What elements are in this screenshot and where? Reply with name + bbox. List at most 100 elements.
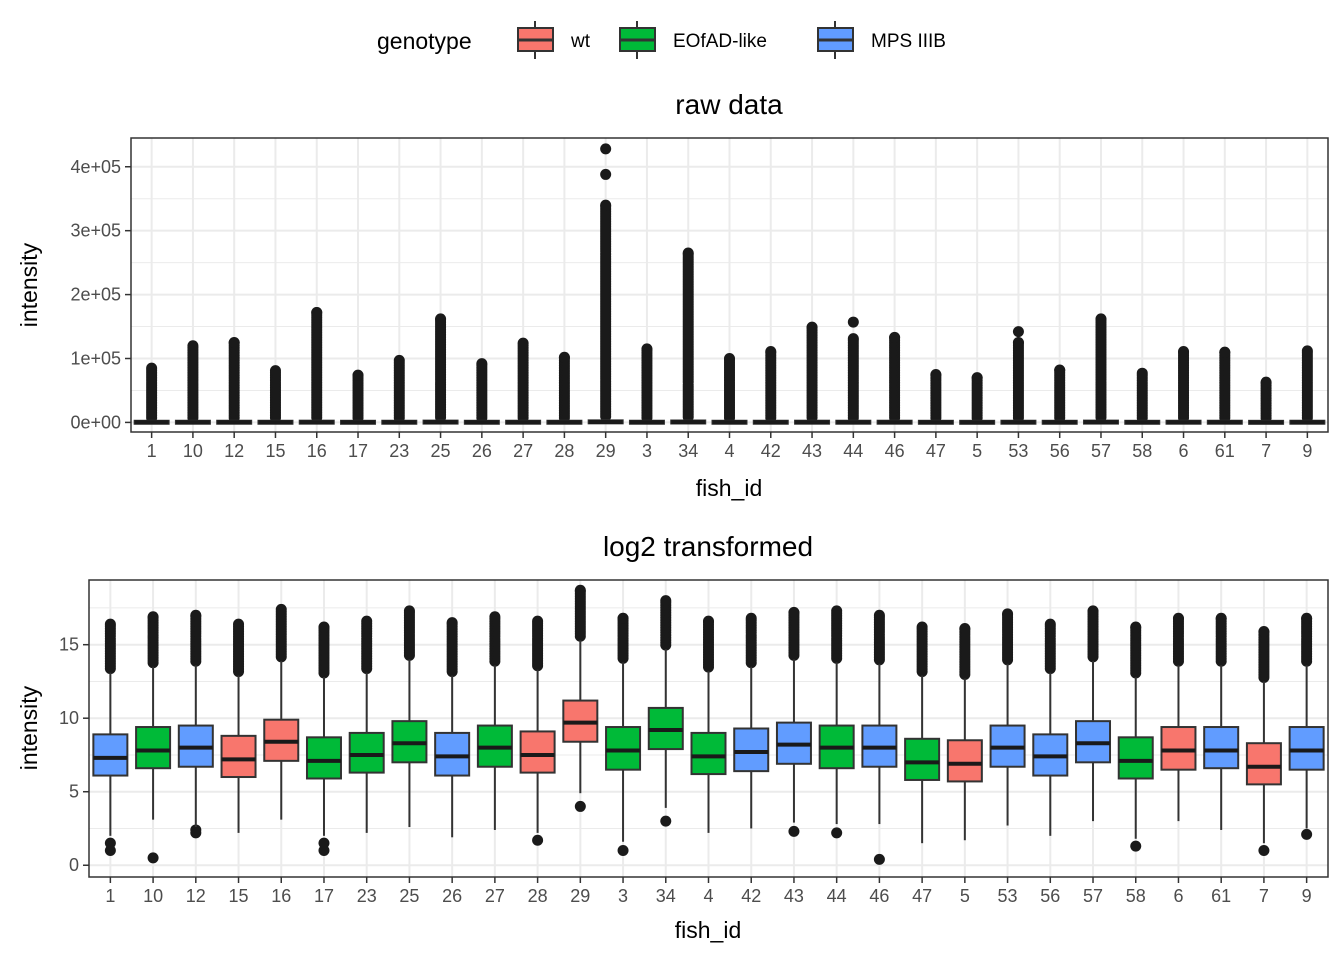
- box-5: [959, 372, 996, 425]
- x-tick-label-44: 44: [827, 886, 847, 906]
- box-5: [946, 623, 983, 841]
- outlier-point: [403, 605, 415, 617]
- outlier-point: [831, 605, 843, 617]
- outlier-point: [682, 247, 694, 259]
- box-57: [1082, 313, 1119, 425]
- outlier-point: [476, 358, 488, 370]
- outlier-point-low: [147, 852, 159, 864]
- outlier-point-low: [574, 800, 586, 812]
- box-28: [519, 615, 556, 846]
- outlier-point: [558, 351, 570, 363]
- x-tick-label-34: 34: [656, 886, 676, 906]
- box-10: [135, 611, 172, 864]
- box-9: [1288, 612, 1325, 840]
- x-tick-label-9: 9: [1302, 441, 1312, 461]
- x-tick-label-57: 57: [1083, 886, 1103, 906]
- outlier-point: [847, 333, 859, 345]
- box-29: [587, 199, 624, 425]
- x-tick-label-23: 23: [357, 886, 377, 906]
- x-tick-label-26: 26: [442, 886, 462, 906]
- y-tick-label: 5: [69, 782, 79, 802]
- outlier-point: [745, 612, 757, 624]
- outlier-point: [873, 609, 885, 621]
- box-57: [1075, 605, 1112, 822]
- y-tick-label: 3e+05: [70, 221, 121, 241]
- outlier-point: [1219, 346, 1231, 358]
- box-56: [1041, 364, 1078, 425]
- x-axis-title-raw: fish_id: [696, 475, 762, 501]
- legend-item-eofad-like: EOfAD-like: [619, 21, 767, 59]
- box-1: [92, 618, 129, 857]
- y-tick-label: 1e+05: [70, 349, 121, 369]
- box-iqr: [305, 736, 342, 780]
- outlier-point: [1136, 367, 1148, 379]
- outlier-point-low: [617, 845, 629, 857]
- x-tick-label-46: 46: [885, 441, 905, 461]
- box-7: [1245, 625, 1282, 857]
- box-iqr: [690, 731, 727, 776]
- x-tick-label-12: 12: [224, 441, 244, 461]
- box-4: [711, 353, 748, 425]
- x-tick-label-58: 58: [1126, 886, 1146, 906]
- outlier-point: [703, 615, 714, 627]
- box-26: [463, 358, 500, 425]
- x-tick-label-43: 43: [784, 886, 804, 906]
- box-28: [546, 351, 583, 425]
- outlier-point: [435, 313, 447, 325]
- outlier-point: [971, 372, 983, 384]
- outlier-point-low: [532, 834, 544, 846]
- outlier-point: [147, 611, 159, 623]
- outlier-point: [788, 606, 800, 618]
- x-tick-label-4: 4: [724, 441, 734, 461]
- box-iqr: [1203, 726, 1240, 770]
- x-tick-label-27: 27: [485, 886, 505, 906]
- box-56: [1032, 618, 1069, 836]
- y-axis-raw: 0e+00 1e+05 2e+05 3e+05 4e+05: [70, 157, 131, 432]
- y-tick-label: 10: [59, 708, 79, 728]
- outlier-point: [930, 368, 942, 380]
- x-tick-label-10: 10: [183, 441, 203, 461]
- outlier-point: [269, 365, 281, 377]
- x-tick-label-46: 46: [869, 886, 889, 906]
- x-tick-label-29: 29: [596, 441, 616, 461]
- x-tick-label-5: 5: [972, 441, 982, 461]
- box-26: [434, 617, 471, 838]
- box-iqr: [904, 737, 941, 781]
- y-tick-label: 2e+05: [70, 285, 121, 305]
- box-47: [904, 621, 941, 844]
- outlier-point-low: [104, 837, 116, 849]
- x-axis-log: 1 10 12 15 16 17 23 25 26 27 28 29 3 34 4 42 43 44 46 47 5 53…: [105, 877, 1312, 906]
- x-tick-label-58: 58: [1132, 441, 1152, 461]
- x-tick-label-29: 29: [570, 886, 590, 906]
- outlier-point: [228, 337, 240, 349]
- x-tick-label-7: 7: [1261, 441, 1271, 461]
- box-61: [1206, 346, 1243, 425]
- x-tick-label-44: 44: [843, 441, 863, 461]
- outlier-point: [1215, 612, 1227, 624]
- box-6: [1165, 345, 1202, 425]
- box-27: [505, 337, 542, 425]
- box-44: [818, 605, 855, 839]
- box-42: [752, 345, 789, 425]
- box-iqr: [605, 726, 642, 771]
- box-15: [220, 618, 257, 833]
- x-tick-label-17: 17: [348, 441, 368, 461]
- box-17: [305, 621, 342, 857]
- x-tick-label-7: 7: [1259, 886, 1269, 906]
- outlier-point-low: [318, 837, 330, 849]
- box-25: [422, 313, 459, 425]
- outlier-point: [574, 584, 586, 596]
- box-iqr: [1245, 742, 1282, 786]
- outlier-point-53: [1012, 326, 1024, 338]
- x-tick-label-25: 25: [399, 886, 419, 906]
- box-12: [177, 609, 214, 839]
- outlier-point-low: [788, 825, 800, 837]
- outlier-point: [959, 623, 971, 635]
- x-tick-label-26: 26: [472, 441, 492, 461]
- x-tick-label-9: 9: [1302, 886, 1312, 906]
- box-58: [1117, 621, 1154, 852]
- outlier-point: [517, 337, 529, 349]
- outlier-point-low: [873, 853, 885, 865]
- x-tick-label-47: 47: [912, 886, 932, 906]
- x-tick-label-17: 17: [314, 886, 334, 906]
